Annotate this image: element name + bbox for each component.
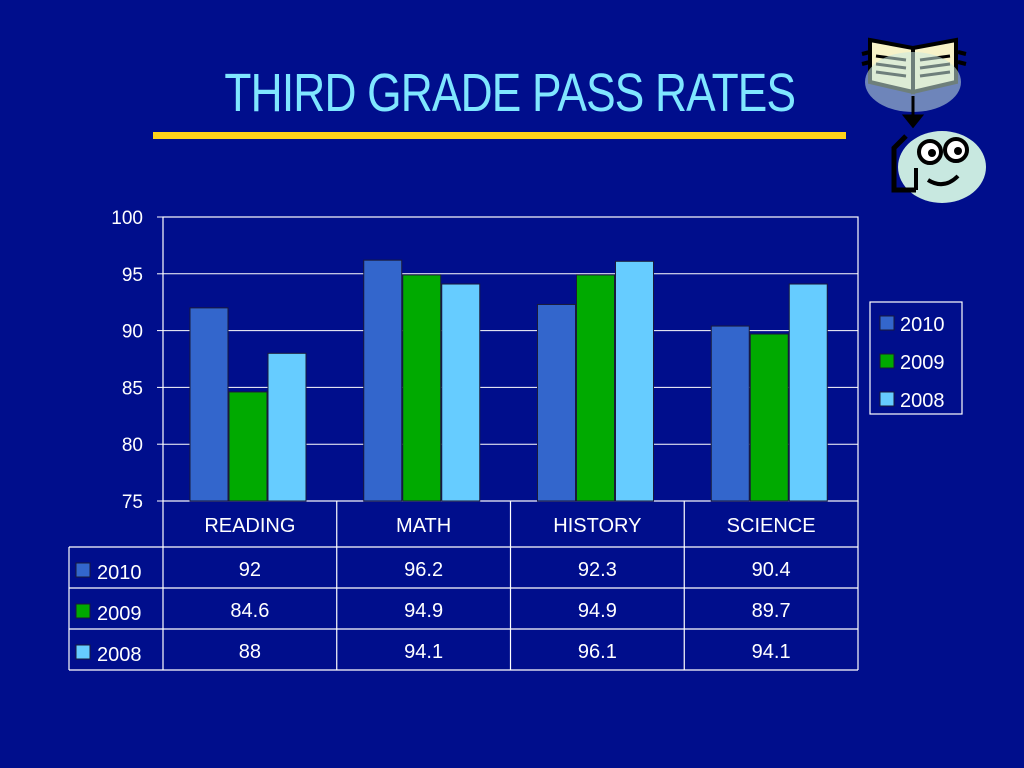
data-label: 90.4: [752, 559, 791, 581]
legend-label: 2008: [900, 390, 945, 412]
data-label: 96.1: [578, 641, 617, 663]
bar-reading-2010: [189, 307, 229, 502]
book-to-reader-icon: [861, 37, 986, 203]
table-row-swatch: [75, 603, 91, 619]
bar-reading-2009: [228, 391, 268, 502]
y-axis: 75 80 85 90 95 100: [111, 208, 163, 513]
bar-math-2008: [441, 283, 481, 502]
category-label: HISTORY: [553, 515, 641, 537]
data-label: 96.2: [404, 559, 443, 581]
y-tick-label: 100: [111, 208, 143, 229]
data-table: READING MATH HISTORY SCIENCE 2010 92 96.2 92.3 9…: [68, 501, 859, 671]
bar-science-2008: [788, 283, 828, 502]
legend-swatch: [879, 315, 895, 331]
bar-math-2010: [363, 259, 403, 502]
bar-history-2010: [537, 303, 576, 502]
bar-science-2010: [710, 325, 750, 502]
reader-face-icon: [891, 131, 986, 203]
bar-history-2009: [576, 274, 615, 502]
bar-history-2008: [615, 260, 654, 502]
title-underline: [153, 132, 846, 139]
data-label: 88: [239, 641, 261, 663]
legend: 2010 2009 2008: [869, 301, 963, 415]
data-label: 94.1: [404, 641, 443, 663]
y-tick-label: 95: [122, 265, 143, 286]
legend-swatch: [879, 391, 895, 407]
y-tick-label: 80: [122, 435, 143, 456]
y-tick-label: 75: [122, 492, 143, 513]
bar-science-2009: [749, 333, 789, 502]
category-label: MATH: [396, 515, 451, 537]
data-label: 92.3: [578, 559, 617, 581]
bars: [189, 259, 828, 502]
legend-swatch: [879, 353, 895, 369]
y-tick-label: 85: [122, 378, 143, 399]
table-row-swatch: [75, 562, 91, 578]
y-tick-label: 90: [122, 322, 143, 343]
bar-math-2009: [402, 274, 442, 502]
table-row-label: 2010: [97, 562, 142, 584]
data-label: 89.7: [752, 600, 791, 622]
table-row-label: 2008: [97, 644, 142, 666]
legend-label: 2010: [900, 314, 945, 336]
table-row-swatch: [75, 644, 91, 660]
data-label: 94.9: [578, 600, 617, 622]
data-label: 94.9: [404, 600, 443, 622]
data-label: 94.1: [752, 641, 791, 663]
category-label: READING: [204, 515, 295, 537]
arrow-down-icon: [901, 96, 925, 129]
data-label: 84.6: [230, 600, 269, 622]
legend-label: 2009: [900, 352, 945, 374]
data-label: 92: [239, 559, 261, 581]
table-row-label: 2009: [97, 603, 142, 625]
page-title: THIRD GRADE PASS RATES: [224, 63, 796, 123]
bar-reading-2008: [267, 352, 307, 502]
category-label: SCIENCE: [727, 515, 816, 537]
